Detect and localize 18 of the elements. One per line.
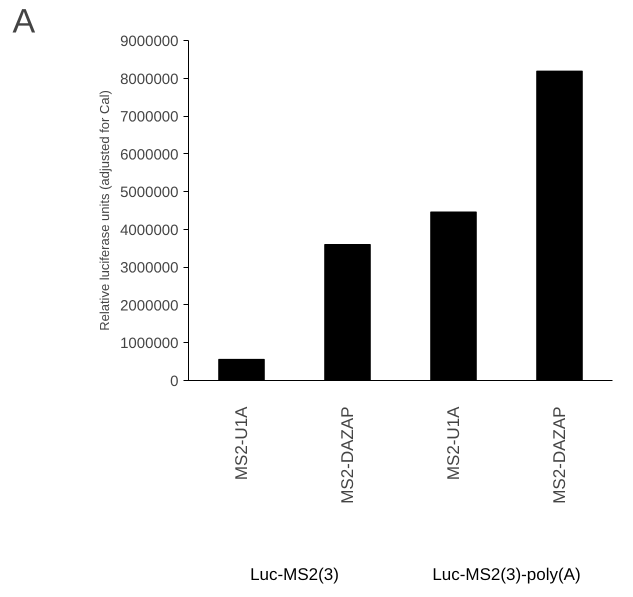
y-tick-label: 6000000: [120, 146, 179, 164]
y-tick-label: 8000000: [120, 70, 179, 88]
y-tick-label: 1000000: [120, 335, 179, 352]
text: Luc-MS2(3): [250, 564, 339, 584]
x-tick-label: MS2-DAZAP: [338, 406, 357, 504]
x-tick-label: MS2-DAZAP: [550, 406, 569, 504]
y-tick-label: 0: [170, 373, 178, 390]
y-axis-title: Relative luciferase units (adjusted for Cal): [97, 90, 112, 331]
text: A: [12, 2, 36, 40]
y-tick-label: 7000000: [120, 108, 179, 126]
x-tick-label: MS2-U1A: [444, 406, 463, 480]
y-tick-label: 3000000: [120, 260, 179, 277]
x-tick-label: MS2-U1A: [232, 406, 251, 480]
y-tick-label: 5000000: [120, 184, 179, 202]
y-tick-label: 4000000: [120, 222, 179, 239]
y-tick-label: 9000000: [120, 33, 179, 50]
text: Luc-MS2(3)-poly(A): [432, 564, 581, 584]
y-tick-label: 2000000: [120, 297, 179, 314]
